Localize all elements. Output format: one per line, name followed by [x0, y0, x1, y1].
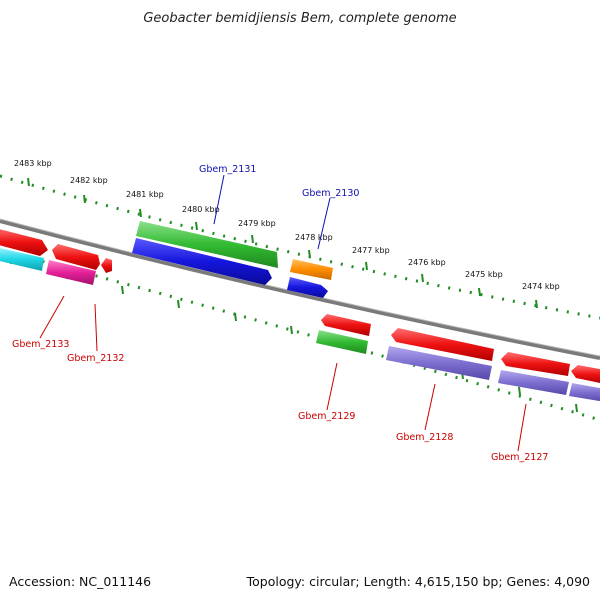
gene-feature-red[interactable]	[0, 228, 48, 256]
ruler-tick-label: 2478 kbp	[295, 233, 333, 242]
ruler-tick-label: 2483 kbp	[14, 159, 52, 168]
gene-label[interactable]: Gbem_2127	[491, 452, 548, 463]
gene-label[interactable]: Gbem_2130	[302, 188, 359, 199]
ruler-tick-label: 2477 kbp	[352, 246, 390, 255]
gene-feature-red[interactable]	[501, 352, 570, 376]
ruler-tick-label: 2479 kbp	[238, 219, 276, 228]
ruler-tick-mark	[27, 177, 538, 309]
gene-label[interactable]: Gbem_2133	[12, 339, 69, 350]
ruler-tick-label: 2476 kbp	[408, 258, 446, 267]
gene-feature-purple[interactable]	[498, 370, 569, 395]
ruler-tick-label: 2474 kbp	[522, 282, 560, 291]
ruler-tick-label: 2475 kbp	[465, 270, 503, 279]
gene-feature-purple[interactable]	[386, 346, 492, 380]
gene-label[interactable]: Gbem_2132	[67, 353, 124, 364]
accession-label: Accession: NC_011146	[9, 574, 151, 589]
gene-label[interactable]: Gbem_2131	[199, 164, 256, 175]
gene-label[interactable]: Gbem_2129	[298, 411, 355, 422]
gene-feature-orange[interactable]	[290, 259, 333, 280]
map-title: Geobacter bemidjiensis Bem, complete gen…	[143, 11, 456, 26]
ruler-tick-label: 2482 kbp	[70, 176, 108, 185]
gene-feature-blue[interactable]	[132, 238, 272, 285]
gene-feature-green[interactable]	[136, 221, 278, 268]
ruler-tick-label: 2481 kbp	[126, 190, 164, 199]
gene-feature-blue[interactable]	[287, 277, 328, 298]
gene-feature-red[interactable]	[52, 244, 100, 270]
gene-feature-red[interactable]	[101, 258, 112, 273]
topology-info: Topology: circular; Length: 4,615,150 bp…	[246, 574, 590, 589]
ruler-tick-label: 2480 kbp	[182, 205, 220, 214]
gene-feature-cyan[interactable]	[0, 247, 44, 271]
genome-backbone	[0, 219, 600, 360]
gene-feature-magenta[interactable]	[46, 260, 96, 285]
gene-feature-purple[interactable]	[569, 383, 600, 402]
gene-feature-green[interactable]	[316, 330, 368, 354]
gene-label-leader	[39, 295, 527, 452]
gene-feature-red[interactable]	[571, 365, 600, 384]
gene-label[interactable]: Gbem_2128	[396, 432, 453, 443]
gene-feature-red[interactable]	[321, 314, 371, 336]
gene-label-leader	[213, 174, 331, 250]
gene-feature-red[interactable]	[391, 328, 494, 361]
